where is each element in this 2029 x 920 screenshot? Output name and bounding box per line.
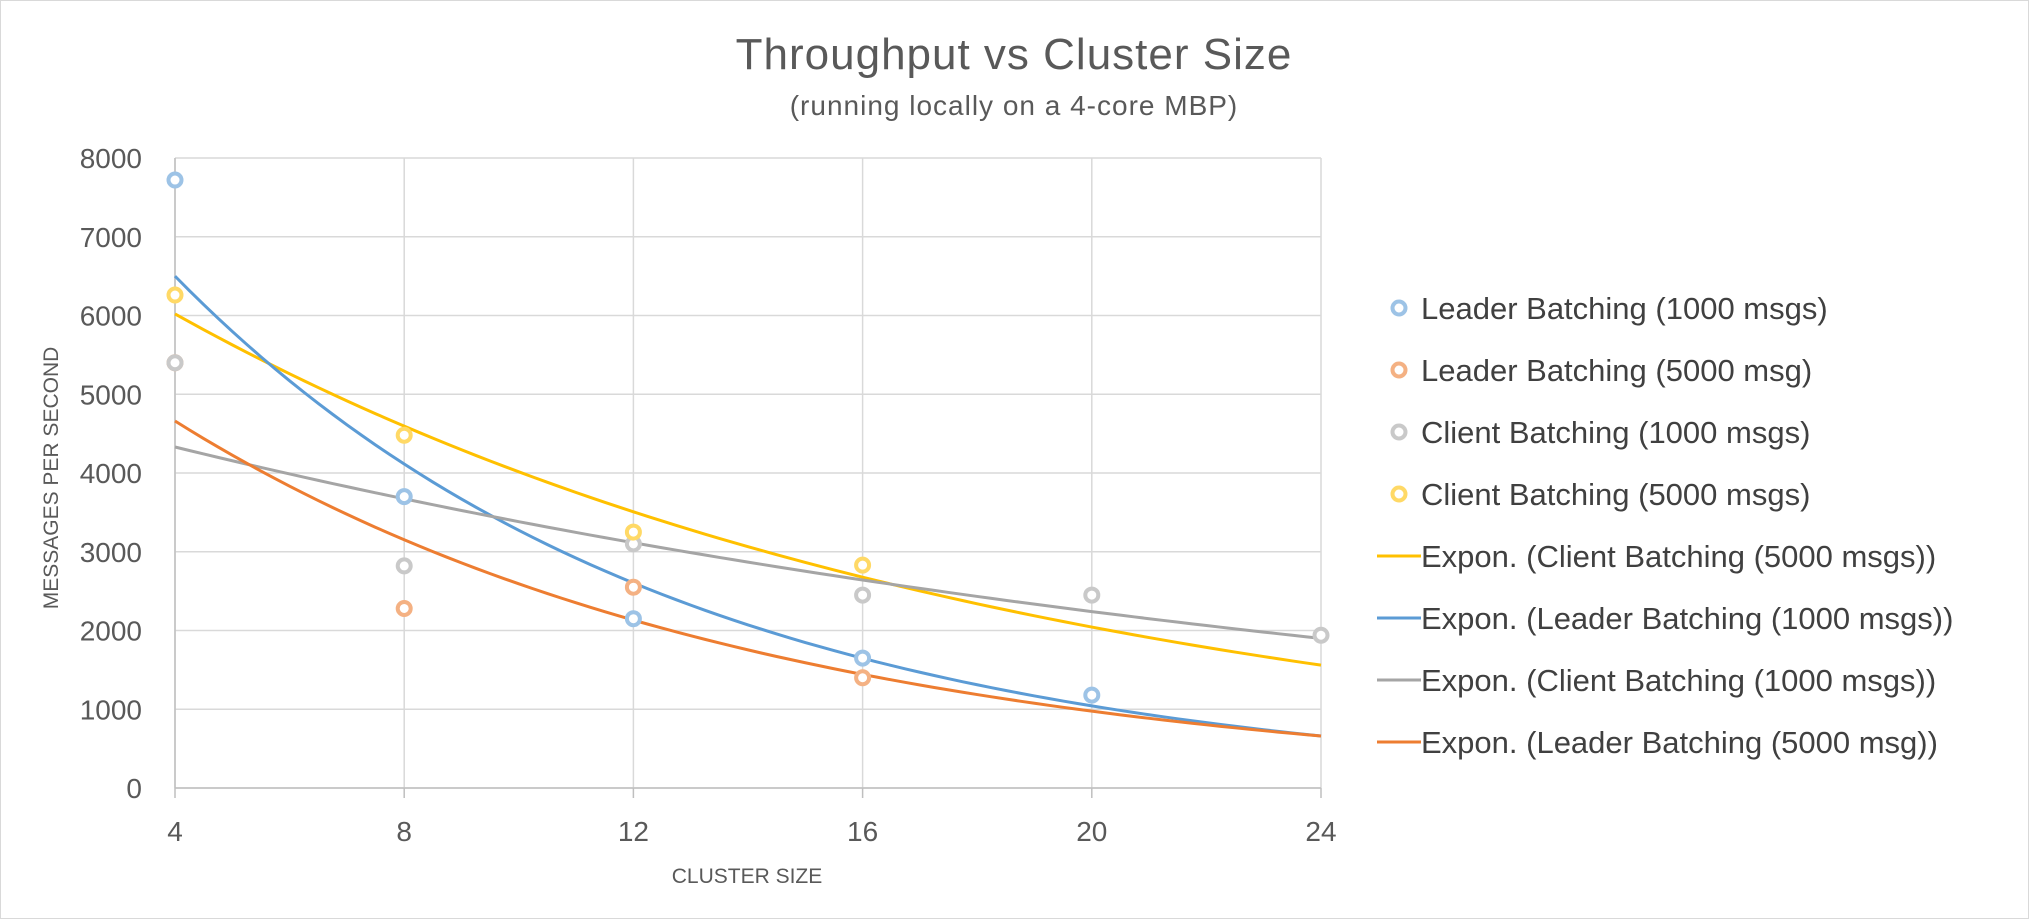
gridlines xyxy=(174,157,1322,789)
data-point xyxy=(624,610,642,628)
legend-entry: Expon. (Client Batching (1000 msgs)) xyxy=(1377,663,1936,698)
data-point xyxy=(1083,586,1101,604)
data-point xyxy=(395,426,413,444)
data-point xyxy=(166,286,184,304)
legend-label: Expon. (Client Batching (5000 msgs)) xyxy=(1421,539,1936,574)
chart-title: Throughput vs Cluster Size xyxy=(736,30,1293,79)
legend-label: Client Batching (5000 msgs) xyxy=(1421,477,1810,512)
legend-entry: Client Batching (1000 msgs) xyxy=(1390,415,1810,450)
y-tick-label: 4000 xyxy=(80,458,142,489)
data-point xyxy=(395,599,413,617)
legend: Leader Batching (1000 msgs) Leader Batchi… xyxy=(1377,291,1953,760)
y-tick-label: 2000 xyxy=(80,616,142,647)
data-point xyxy=(395,557,413,575)
x-tick-label: 16 xyxy=(847,816,878,847)
data-point xyxy=(854,669,872,687)
x-axis-title: CLUSTER SIZE xyxy=(672,865,823,888)
data-point xyxy=(166,171,184,189)
legend-label: Expon. (Client Batching (1000 msgs)) xyxy=(1421,663,1936,698)
trendlines xyxy=(173,275,1322,738)
y-tick-label: 0 xyxy=(126,773,142,804)
y-tick-label: 3000 xyxy=(80,537,142,568)
data-point xyxy=(854,556,872,574)
data-point xyxy=(624,523,642,541)
x-tick-label: 8 xyxy=(396,816,412,847)
x-tick-label: 4 xyxy=(167,816,183,847)
data-points xyxy=(166,171,1330,704)
legend-entry: Client Batching (5000 msgs) xyxy=(1390,477,1810,512)
x-tick-label: 12 xyxy=(618,816,649,847)
data-point xyxy=(166,354,184,372)
legend-label: Leader Batching (1000 msgs) xyxy=(1421,291,1828,326)
legend-entry: Expon. (Leader Batching (5000 msg)) xyxy=(1377,725,1938,760)
legend-marker xyxy=(1390,361,1408,379)
legend-label: Leader Batching (5000 msg) xyxy=(1421,353,1812,388)
legend-label: Expon. (Leader Batching (5000 msg)) xyxy=(1421,725,1938,760)
legend-label: Client Batching (1000 msgs) xyxy=(1421,415,1810,450)
trendline xyxy=(174,445,1322,640)
data-point xyxy=(854,586,872,604)
legend-marker xyxy=(1390,299,1408,317)
legend-entry: Leader Batching (1000 msgs) xyxy=(1390,291,1828,326)
x-tick-label: 20 xyxy=(1076,816,1107,847)
y-tick-label: 6000 xyxy=(80,301,142,332)
trendline xyxy=(173,275,1322,738)
legend-marker xyxy=(1390,423,1408,441)
data-point xyxy=(1083,686,1101,704)
legend-entry: Leader Batching (5000 msg) xyxy=(1390,353,1812,388)
legend-entry: Expon. (Leader Batching (1000 msgs)) xyxy=(1377,601,1953,636)
chart-subtitle: (running locally on a 4-core MBP) xyxy=(790,90,1239,121)
y-tick-label: 5000 xyxy=(80,379,142,410)
y-tick-label: 1000 xyxy=(80,694,142,725)
trendline xyxy=(174,312,1322,667)
trendline xyxy=(174,419,1322,738)
legend-marker xyxy=(1390,485,1408,503)
data-point xyxy=(624,578,642,596)
legend-entry: Expon. (Client Batching (5000 msgs)) xyxy=(1377,539,1936,574)
data-point xyxy=(854,649,872,667)
data-point xyxy=(395,488,413,506)
axes: 0 1000 2000 3000 4000 5000 6000 7000 8000 4 8 12 16 2… xyxy=(80,143,1337,847)
data-point xyxy=(1312,626,1330,644)
x-tick-label: 24 xyxy=(1305,816,1336,847)
y-axis-title: MESSAGES PER SECOND xyxy=(40,347,63,610)
y-tick-label: 7000 xyxy=(80,222,142,253)
legend-label: Expon. (Leader Batching (1000 msgs)) xyxy=(1421,601,1953,636)
y-tick-label: 8000 xyxy=(80,143,142,174)
